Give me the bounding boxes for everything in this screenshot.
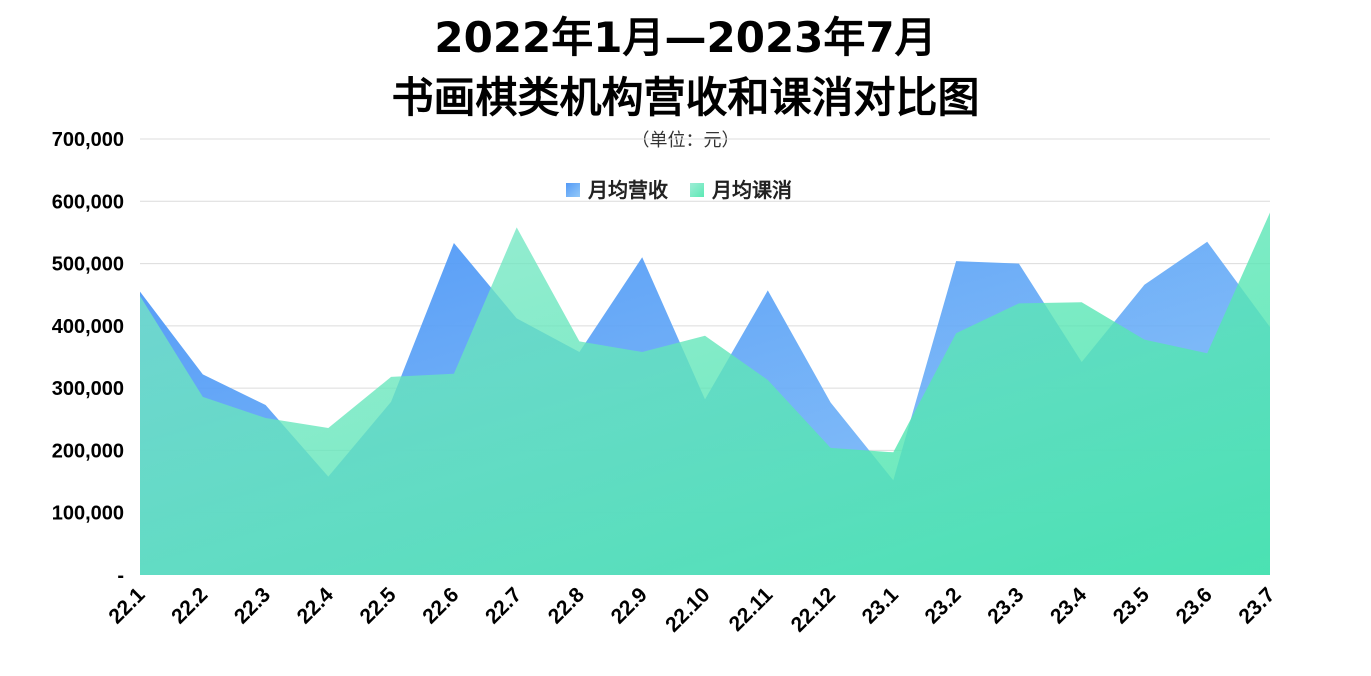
chart-subtitle: （单位：元）	[631, 130, 740, 151]
x-tick-label: 22.4	[293, 583, 338, 628]
x-tick-label: 22.9	[607, 583, 652, 628]
x-tick-label: 23.3	[983, 583, 1028, 628]
legend-label: 月均课消	[711, 178, 792, 202]
y-axis: - 100,000 200,000 300,000 400,000 500,000 600,…	[52, 129, 124, 587]
x-tick-label: 22.11	[725, 583, 778, 636]
y-tick-label: 100,000	[52, 503, 124, 525]
x-tick-label: 22.6	[418, 583, 463, 628]
chart-title-line2: 书画棋类机构营收和课消对比图	[391, 73, 980, 122]
x-tick-label: 22.12	[787, 583, 840, 636]
x-tick-label: 22.7	[481, 583, 526, 628]
area-series	[140, 212, 1270, 576]
x-tick-label: 22.2	[167, 583, 212, 628]
legend-swatch	[690, 183, 704, 197]
y-tick-label: 600,000	[52, 191, 124, 213]
legend: 月均营收 月均课消	[566, 178, 792, 202]
y-tick-label: 500,000	[52, 254, 124, 276]
x-tick-label: 23.2	[920, 583, 965, 628]
x-axis: 22.1 22.2 22.3 22.4 22.5 22.6 22.7 22.8 22.9 22.1…	[104, 583, 1279, 637]
y-tick-label: 200,000	[52, 440, 124, 462]
chart-title: 2022年1月—2023年7月	[434, 13, 937, 62]
legend-swatch	[566, 183, 580, 197]
x-tick-label: 22.1	[104, 583, 149, 628]
y-tick-label: -	[117, 565, 124, 587]
x-tick-label: 23.5	[1109, 583, 1154, 628]
x-tick-label: 23.7	[1234, 583, 1279, 628]
x-tick-label: 23.4	[1046, 583, 1091, 628]
series-area-2	[140, 212, 1270, 575]
x-tick-label: 23.6	[1172, 583, 1217, 628]
x-tick-label: 23.1	[858, 583, 903, 628]
legend-label: 月均营收	[587, 178, 668, 202]
x-tick-label: 22.5	[355, 583, 400, 628]
x-tick-label: 22.3	[230, 583, 275, 628]
y-tick-label: 400,000	[52, 316, 124, 338]
x-tick-label: 22.8	[544, 583, 589, 628]
x-tick-label: 22.10	[661, 583, 714, 636]
y-tick-label: 700,000	[52, 129, 124, 151]
y-tick-label: 300,000	[52, 378, 124, 400]
